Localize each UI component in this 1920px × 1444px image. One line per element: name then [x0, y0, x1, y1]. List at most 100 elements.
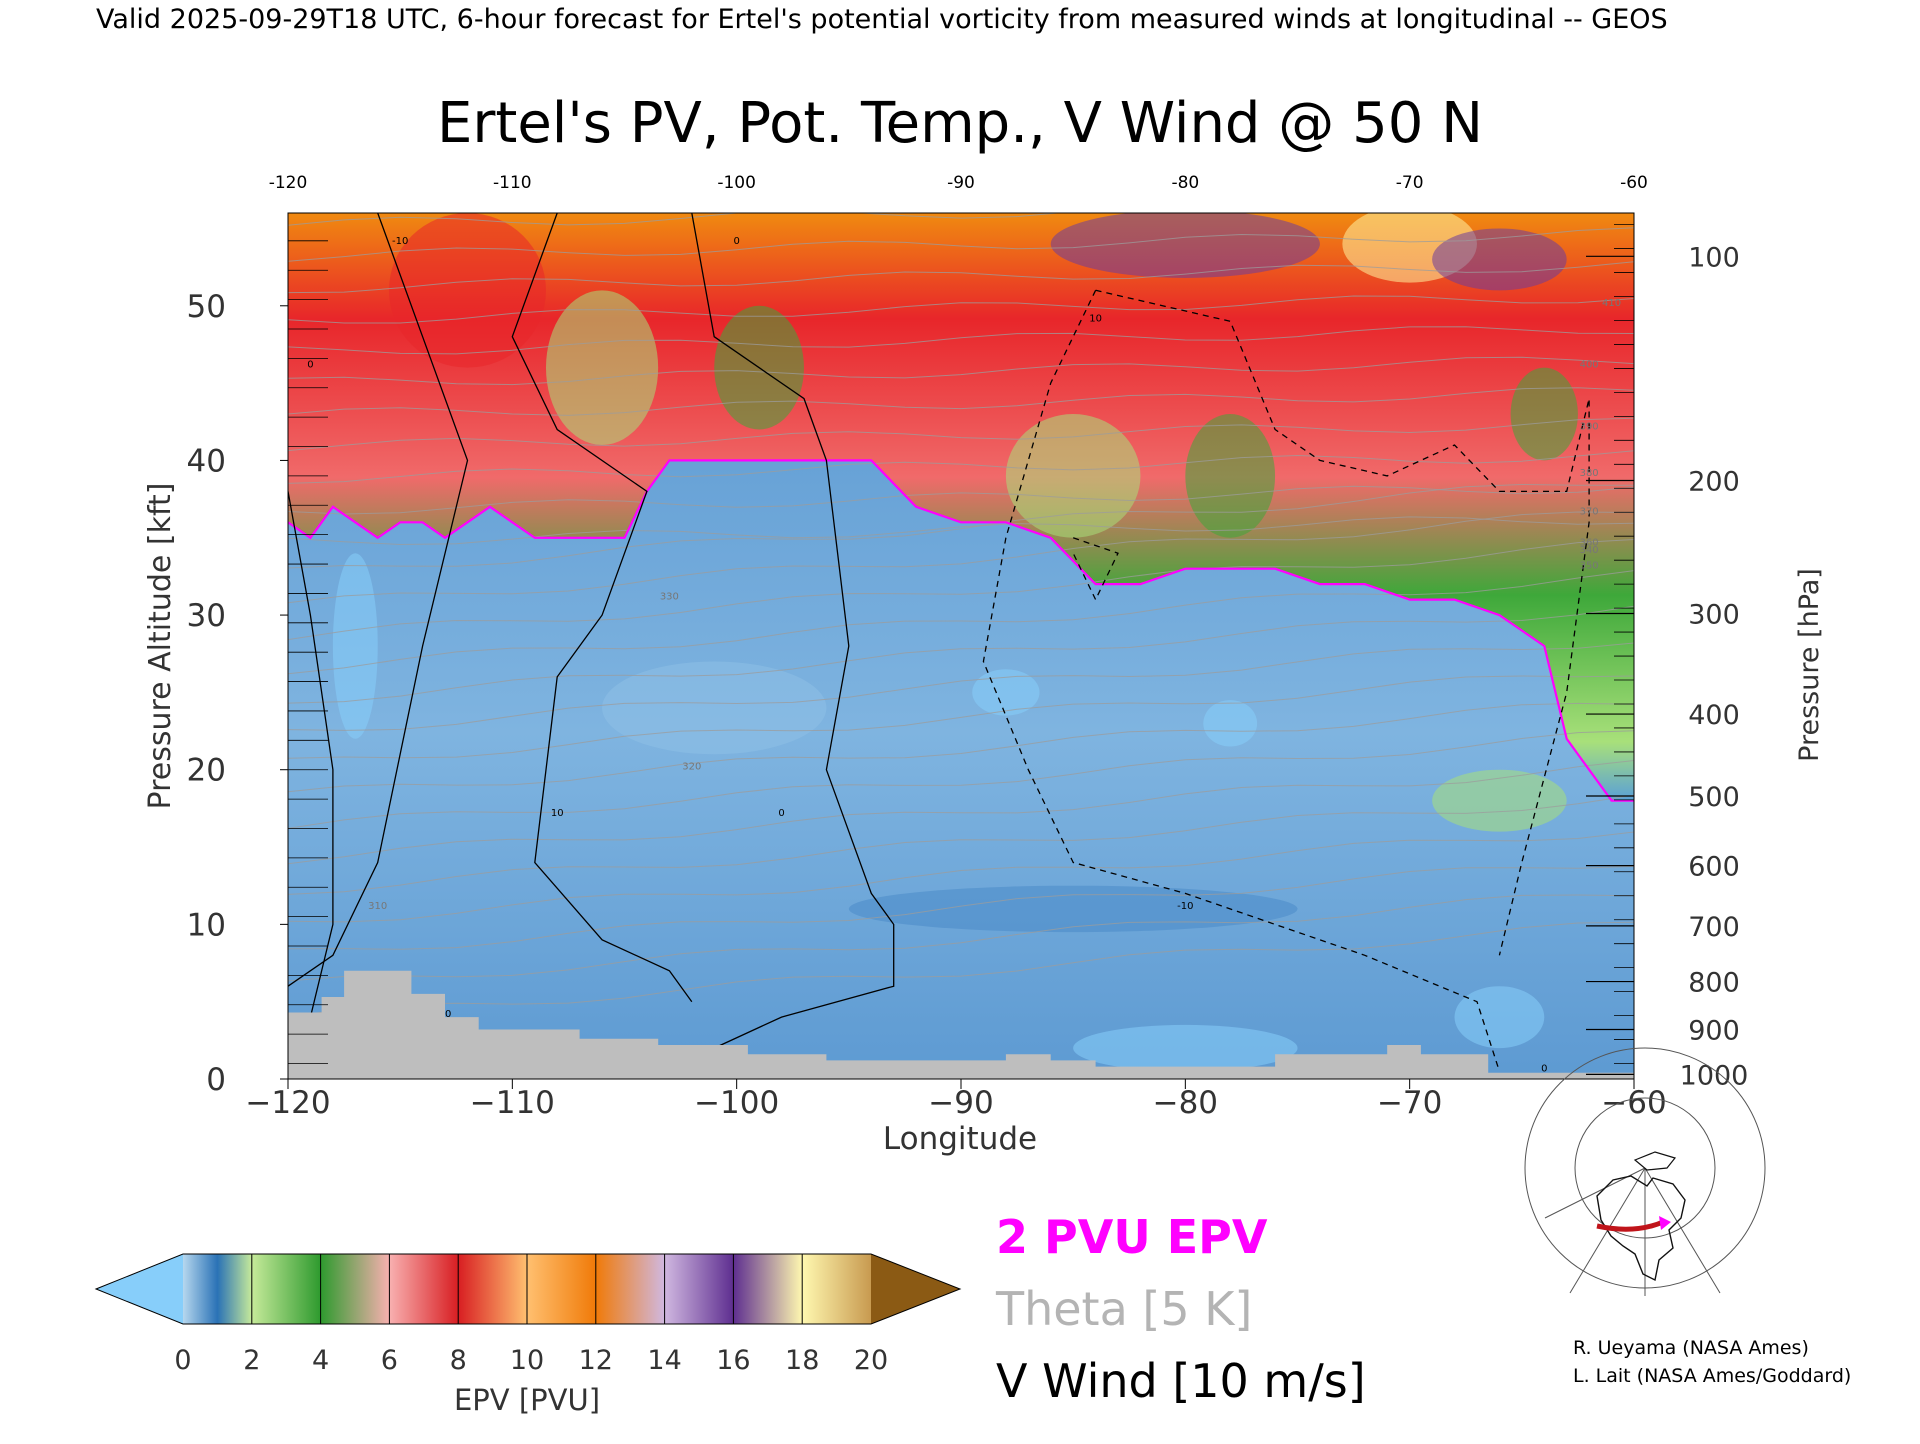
contour-label: 360 — [1580, 537, 1599, 548]
theta-contour — [288, 605, 1634, 704]
wind-contour — [1095, 289, 1590, 956]
theta-contour — [288, 261, 1634, 294]
theta-contour — [288, 702, 1634, 793]
contour-label: 380 — [1580, 468, 1599, 479]
two-pvu-contour — [288, 459, 1634, 802]
colorbar: 0 2 4 6 8 10 12 14 16 18 20 EPV [PVU] — [94, 1253, 962, 1417]
pv-blob — [1432, 228, 1567, 291]
y-axis-label: Pressure Altitude [kft] — [143, 483, 178, 810]
wind-contour — [982, 290, 1501, 1072]
x-tick-label: −100 — [694, 1085, 779, 1121]
pressure-tick-label: 700 — [1688, 912, 1740, 943]
inset-map-frame — [1535, 1148, 1731, 1296]
pv-blob — [1050, 213, 1320, 278]
top-tick-label: -120 — [269, 173, 308, 193]
theta-contours — [288, 213, 1634, 1018]
x-tick-label: −110 — [470, 1085, 555, 1121]
longitude-axis-ticks: −120 −110 −100 −90 −80 −70 −60 — [245, 1079, 1667, 1121]
colorbar-over-arrow — [871, 1254, 960, 1324]
wind-contour — [511, 213, 693, 1003]
pressure-tick-label: 200 — [1688, 467, 1740, 498]
contour-label: 10 — [551, 808, 564, 819]
legend-2pvu: 2 PVU EPV — [996, 1210, 1268, 1264]
contour-label: -10 — [1177, 901, 1193, 912]
pv-blob — [1073, 1024, 1298, 1072]
x-axis-label: Longitude — [883, 1121, 1037, 1157]
contour-labels: -10 0 10 0 10 -10 10 0 0 340 350 360 370 380 390 400 410… — [307, 236, 1621, 1074]
pv-blob — [1185, 414, 1276, 538]
pv-blob — [545, 290, 659, 445]
pressure-tick-label: 800 — [1688, 968, 1740, 999]
contour-label: 10 — [1089, 313, 1102, 324]
credit-line-1: R. Ueyama (NASA Ames) — [1573, 1337, 1809, 1359]
x-tick-label: −70 — [1377, 1085, 1442, 1121]
theta-contour — [288, 921, 1634, 1018]
pv-blob — [1005, 414, 1141, 538]
colorbar-tick-label: 20 — [854, 1345, 888, 1376]
contour-label: 370 — [1580, 507, 1599, 518]
altitude-axis-ticks: 0 10 20 30 40 50 — [187, 289, 288, 1098]
pressure-tick-label: 400 — [1688, 700, 1740, 731]
top-tick-label: -70 — [1396, 173, 1424, 193]
contour-label: 400 — [1580, 360, 1599, 371]
x-tick-label: −90 — [928, 1085, 993, 1121]
theta-contour — [288, 295, 1634, 324]
contour-label: 340 — [1580, 545, 1599, 556]
contour-label: 0 — [778, 808, 784, 819]
colorbar-tick-labels: 0 2 4 6 8 10 12 14 16 18 20 — [174, 1345, 888, 1376]
theta-contour — [288, 485, 1634, 515]
valid-time-header: Valid 2025-09-29T18 UTC, 6-hour forecast… — [96, 4, 1668, 35]
pv-blob — [848, 885, 1298, 933]
colorbar-tick-label: 6 — [381, 1345, 398, 1376]
theta-contour — [288, 675, 1634, 759]
contour-label: 0 — [307, 360, 313, 371]
wind-contour — [691, 213, 895, 1049]
x-tick-label: −80 — [1153, 1085, 1218, 1121]
theta-contour — [288, 730, 1634, 829]
theta-contour — [288, 642, 1634, 731]
inset-section-end-marker — [1659, 1216, 1671, 1230]
y-tick-label: 20 — [187, 753, 226, 789]
inset-meridian — [1644, 1167, 1721, 1294]
top-tick-label: -110 — [493, 173, 532, 193]
colorbar-tick-label: 16 — [716, 1345, 750, 1376]
pv-blob — [1510, 367, 1578, 461]
pressure-axis-labels: 100 200 300 400 500 600 700 800 900 1000 — [1680, 242, 1749, 1091]
top-tick-label: -90 — [947, 173, 975, 193]
inset-coastline — [1596, 1175, 1686, 1282]
colorbar-tick-label: 2 — [243, 1345, 260, 1376]
pressure-tick-label: 900 — [1688, 1016, 1740, 1047]
credit-line-2: L. Lait (NASA Ames/Goddard) — [1573, 1365, 1851, 1387]
legend-theta: Theta [5 K] — [995, 1282, 1252, 1336]
colorbar-dividers — [251, 1254, 803, 1324]
pressure-tick-marks — [288, 224, 1634, 1075]
chart-title: Ertel's PV, Pot. Temp., V Wind @ 50 N — [437, 91, 1483, 156]
legend: 2 PVU EPV Theta [5 K] V Wind [10 m/s] — [995, 1210, 1366, 1408]
colorbar-tick-label: 14 — [647, 1345, 681, 1376]
y-tick-label: 30 — [187, 598, 226, 634]
y-tick-label: 10 — [187, 907, 226, 943]
theta-contour — [288, 417, 1634, 452]
theta-contour — [288, 894, 1634, 982]
top-tick-label: -100 — [717, 173, 756, 193]
theta-contour — [288, 213, 1064, 226]
colorbar-tick-label: 12 — [579, 1345, 613, 1376]
pv-blob — [1432, 769, 1567, 832]
theta-contour — [288, 865, 1634, 950]
theta-contour — [288, 483, 1634, 569]
pressure-tick-label: 1000 — [1680, 1060, 1749, 1091]
contour-label: 410 — [1602, 298, 1621, 309]
y-tick-label: 50 — [187, 289, 226, 325]
inset-section-line — [1596, 1219, 1664, 1232]
theta-contour — [288, 794, 1634, 895]
location-inset-map — [1524, 1047, 1766, 1296]
theta-contour — [288, 450, 1634, 484]
contour-label: 390 — [1580, 422, 1599, 433]
legend-vwind: V Wind [10 m/s] — [996, 1354, 1366, 1408]
pv-blob — [602, 661, 827, 755]
contour-label: 0 — [1541, 1063, 1547, 1074]
pv-blob — [972, 669, 1040, 716]
colorbar-label: EPV [PVU] — [454, 1383, 600, 1417]
wind-contour — [1072, 537, 1119, 602]
